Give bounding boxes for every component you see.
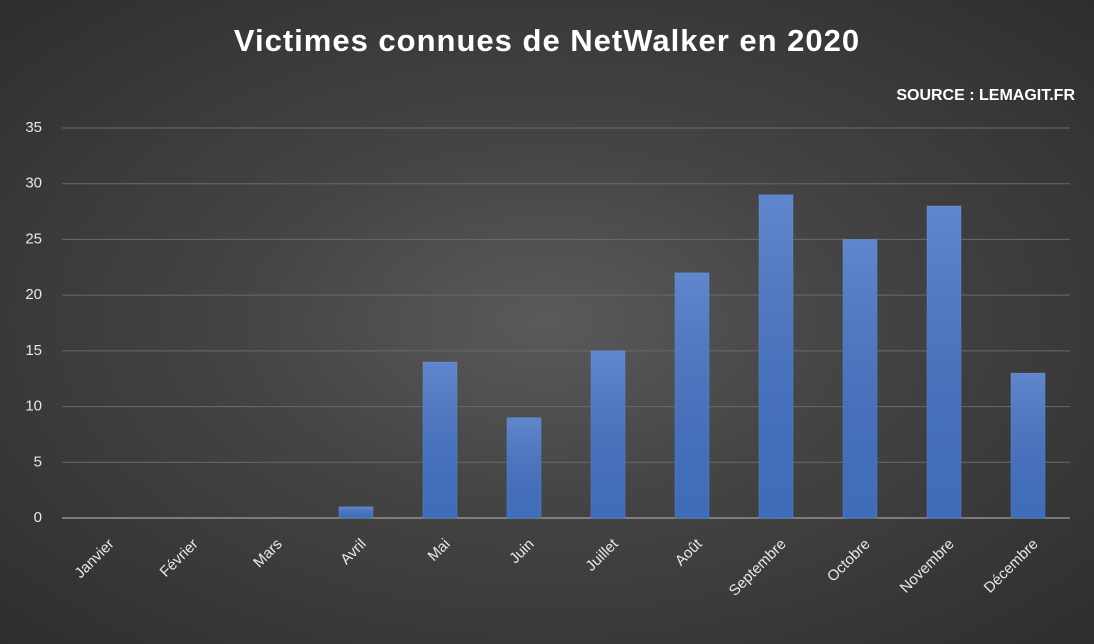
bar-shade (843, 239, 877, 518)
bar-shade (507, 417, 541, 518)
y-tick-label: 20 (25, 286, 42, 303)
x-tick-label: Janvier (71, 536, 117, 582)
y-tick-label: 30 (25, 175, 42, 192)
bar-shade (423, 362, 457, 518)
x-tick-label: Décembre (981, 536, 1042, 597)
y-tick-label: 10 (25, 398, 42, 415)
x-tick-label: Juillet (582, 535, 622, 575)
bar-shade (1011, 373, 1045, 518)
x-tick-label: Février (157, 536, 202, 581)
bar-shade (339, 506, 373, 518)
y-tick-label: 25 (25, 230, 42, 247)
x-tick-label: Mai (425, 536, 454, 565)
bar-shade (675, 272, 709, 518)
x-tick-label: Avril (337, 536, 369, 568)
y-tick-label: 5 (34, 453, 42, 470)
x-tick-label: Août (672, 535, 706, 569)
chart-subtitle: SOURCE : LEMAGIT.FR (896, 87, 1075, 104)
chart-title: Victimes connues de NetWalker en 2020 (234, 23, 860, 58)
x-tick-label: Septembre (726, 536, 790, 600)
x-tick-label: Juin (506, 536, 537, 567)
x-tick-label: Octobre (824, 536, 874, 586)
y-tick-label: 35 (25, 119, 42, 136)
bar-shade (591, 350, 625, 518)
x-tick-label: Novembre (897, 536, 958, 597)
y-tick-label: 15 (25, 342, 42, 359)
x-tick-label: Mars (250, 536, 286, 572)
y-tick-label: 0 (34, 509, 42, 526)
bar-shade (759, 194, 793, 518)
bar-shade (927, 206, 961, 518)
